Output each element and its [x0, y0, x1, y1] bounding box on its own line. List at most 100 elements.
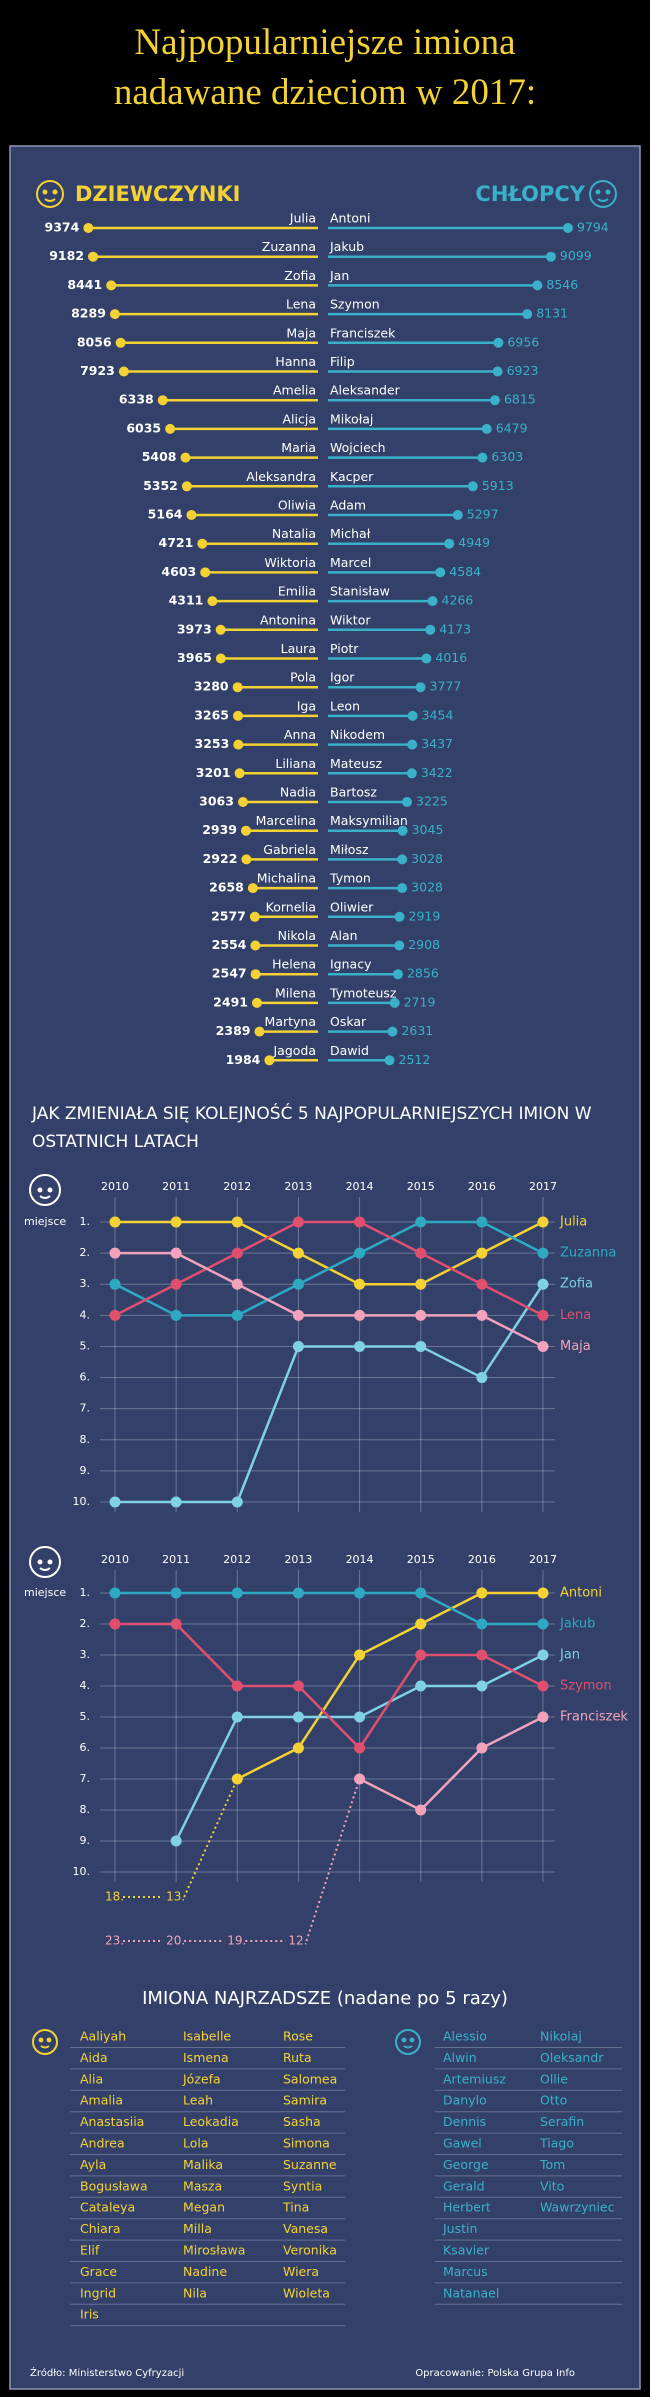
lollipop-dot: [233, 710, 244, 721]
y-tick-label: 8.: [80, 1433, 91, 1446]
lollipop-dot: [249, 911, 260, 922]
value-label: 3028: [411, 880, 443, 895]
rare-title: IMIONA NAJRZADSZE (nadane po 5 razy): [142, 1988, 508, 2009]
lollipop-dot: [477, 452, 488, 463]
rare-boy-name: Artemiusz: [443, 2071, 506, 2086]
value-label: 2547: [212, 966, 247, 981]
rank-dot: [170, 1247, 182, 1259]
y-axis-label: miejsce: [24, 1215, 66, 1228]
rare-girl-name: Alia: [80, 2071, 103, 2086]
rare-boy-name: Natanael: [443, 2285, 499, 2300]
rank-dot: [354, 1340, 366, 1352]
name-label: Filip: [330, 354, 355, 369]
series-line: [115, 1622, 544, 1750]
rare-girl-name: Vanesa: [283, 2221, 328, 2236]
rank-dot: [537, 1711, 549, 1723]
name-label: Anna: [284, 727, 316, 742]
rank-dot: [292, 1216, 304, 1228]
value-label: 6035: [126, 420, 161, 435]
rare-girl-name: Syntia: [283, 2178, 322, 2193]
rare-girl-name: Ayla: [80, 2157, 106, 2172]
rare-girl-name: Masza: [183, 2178, 222, 2193]
value-label: 6303: [491, 449, 523, 464]
rank-dot: [354, 1711, 366, 1723]
value-label: 2389: [216, 1023, 251, 1038]
value-label: 2939: [202, 822, 237, 837]
series-line: [359, 1715, 544, 1812]
lollipop-dot: [425, 624, 436, 635]
rare-boy-name: Nikolaj: [540, 2029, 582, 2044]
value-label: 8131: [536, 306, 568, 321]
rare-girl-name: Ismena: [183, 2050, 229, 2065]
y-tick-label: 10.: [73, 1495, 91, 1508]
lollipop-dot: [232, 682, 243, 693]
section-title: JAK ZMIENIAŁA SIĘ KOLEJNOŚĆ 5 NAJPOPULAR…: [32, 1104, 592, 1152]
x-tick-label: 2013: [284, 1553, 312, 1566]
name-label: Alan: [330, 928, 358, 943]
name-label: Laura: [281, 641, 316, 656]
rare-boy-name: George: [443, 2157, 489, 2172]
x-tick-label: 2012: [223, 1180, 251, 1193]
lollipop-dot: [186, 510, 197, 520]
rank-dot: [476, 1649, 488, 1661]
rank-dot: [354, 1587, 366, 1599]
rare-boy-name: Marcus: [443, 2264, 488, 2279]
lollipop-dot: [234, 768, 245, 779]
name-label: Kornelia: [266, 899, 316, 914]
rare-girl-name: Leokadia: [183, 2114, 239, 2129]
name-label: Antonina: [260, 612, 316, 627]
value-label: 2919: [409, 908, 441, 923]
rare-girl-name: Megan: [183, 2200, 225, 2215]
lollipop-dot: [492, 366, 503, 377]
value-label: 5913: [482, 478, 514, 493]
name-label: Wiktor: [330, 612, 371, 627]
name-label: Nikodem: [330, 727, 385, 742]
boy-icon: [589, 180, 617, 208]
lollipop-dot: [397, 825, 408, 836]
rare-girl-name: Amalia: [80, 2093, 123, 2108]
value-label: 4016: [435, 650, 467, 665]
name-label: Szymon: [330, 297, 380, 312]
name-label: Oskar: [330, 1014, 367, 1029]
value-label: 3201: [196, 765, 231, 780]
series-label: Maja: [560, 1339, 591, 1354]
rank-dot: [476, 1587, 488, 1599]
series-label: Julia: [559, 1215, 587, 1230]
name-label: Piotr: [330, 641, 359, 656]
lollipop-dot: [435, 567, 446, 578]
value-label: 5297: [467, 507, 499, 522]
x-tick-label: 2010: [101, 1553, 129, 1566]
value-label: 6338: [119, 392, 154, 407]
name-label: Gabriela: [263, 842, 316, 857]
value-label: 4584: [449, 564, 481, 579]
name-label: Tymon: [329, 871, 371, 886]
series-line: [115, 1591, 543, 1626]
rank-dot: [231, 1247, 243, 1259]
rank-dot: [170, 1278, 182, 1290]
value-label: 4721: [159, 535, 194, 550]
name-label: Milena: [275, 985, 316, 1000]
y-tick-label: 6.: [80, 1741, 91, 1754]
lollipop-dot: [389, 997, 400, 1008]
rare-boy-name: Otto: [540, 2093, 567, 2108]
rare-girl-icon: [32, 2029, 58, 2055]
series-label: Jakub: [559, 1617, 595, 1632]
x-tick-label: 2017: [529, 1553, 557, 1566]
rare-girl-name: Wioleta: [283, 2285, 330, 2300]
value-label: 2577: [211, 908, 246, 923]
rare-boy-name: Justin: [442, 2221, 477, 2236]
lollipop-dot: [407, 710, 418, 721]
lollipop-dot: [215, 653, 226, 664]
value-label: 2491: [213, 994, 248, 1009]
rank-dot: [537, 1680, 549, 1692]
lollipop-dot: [397, 883, 408, 894]
rank-dot: [170, 1216, 182, 1228]
series-heading: DZIEWCZYNKI: [75, 182, 241, 206]
value-label: 3280: [194, 679, 229, 694]
offscale-rank: 23.: [105, 1934, 124, 1948]
y-tick-label: 10.: [73, 1865, 91, 1878]
y-tick-label: 6.: [80, 1371, 91, 1384]
lollipop-dot: [427, 596, 438, 607]
lollipop-dot: [444, 538, 455, 549]
